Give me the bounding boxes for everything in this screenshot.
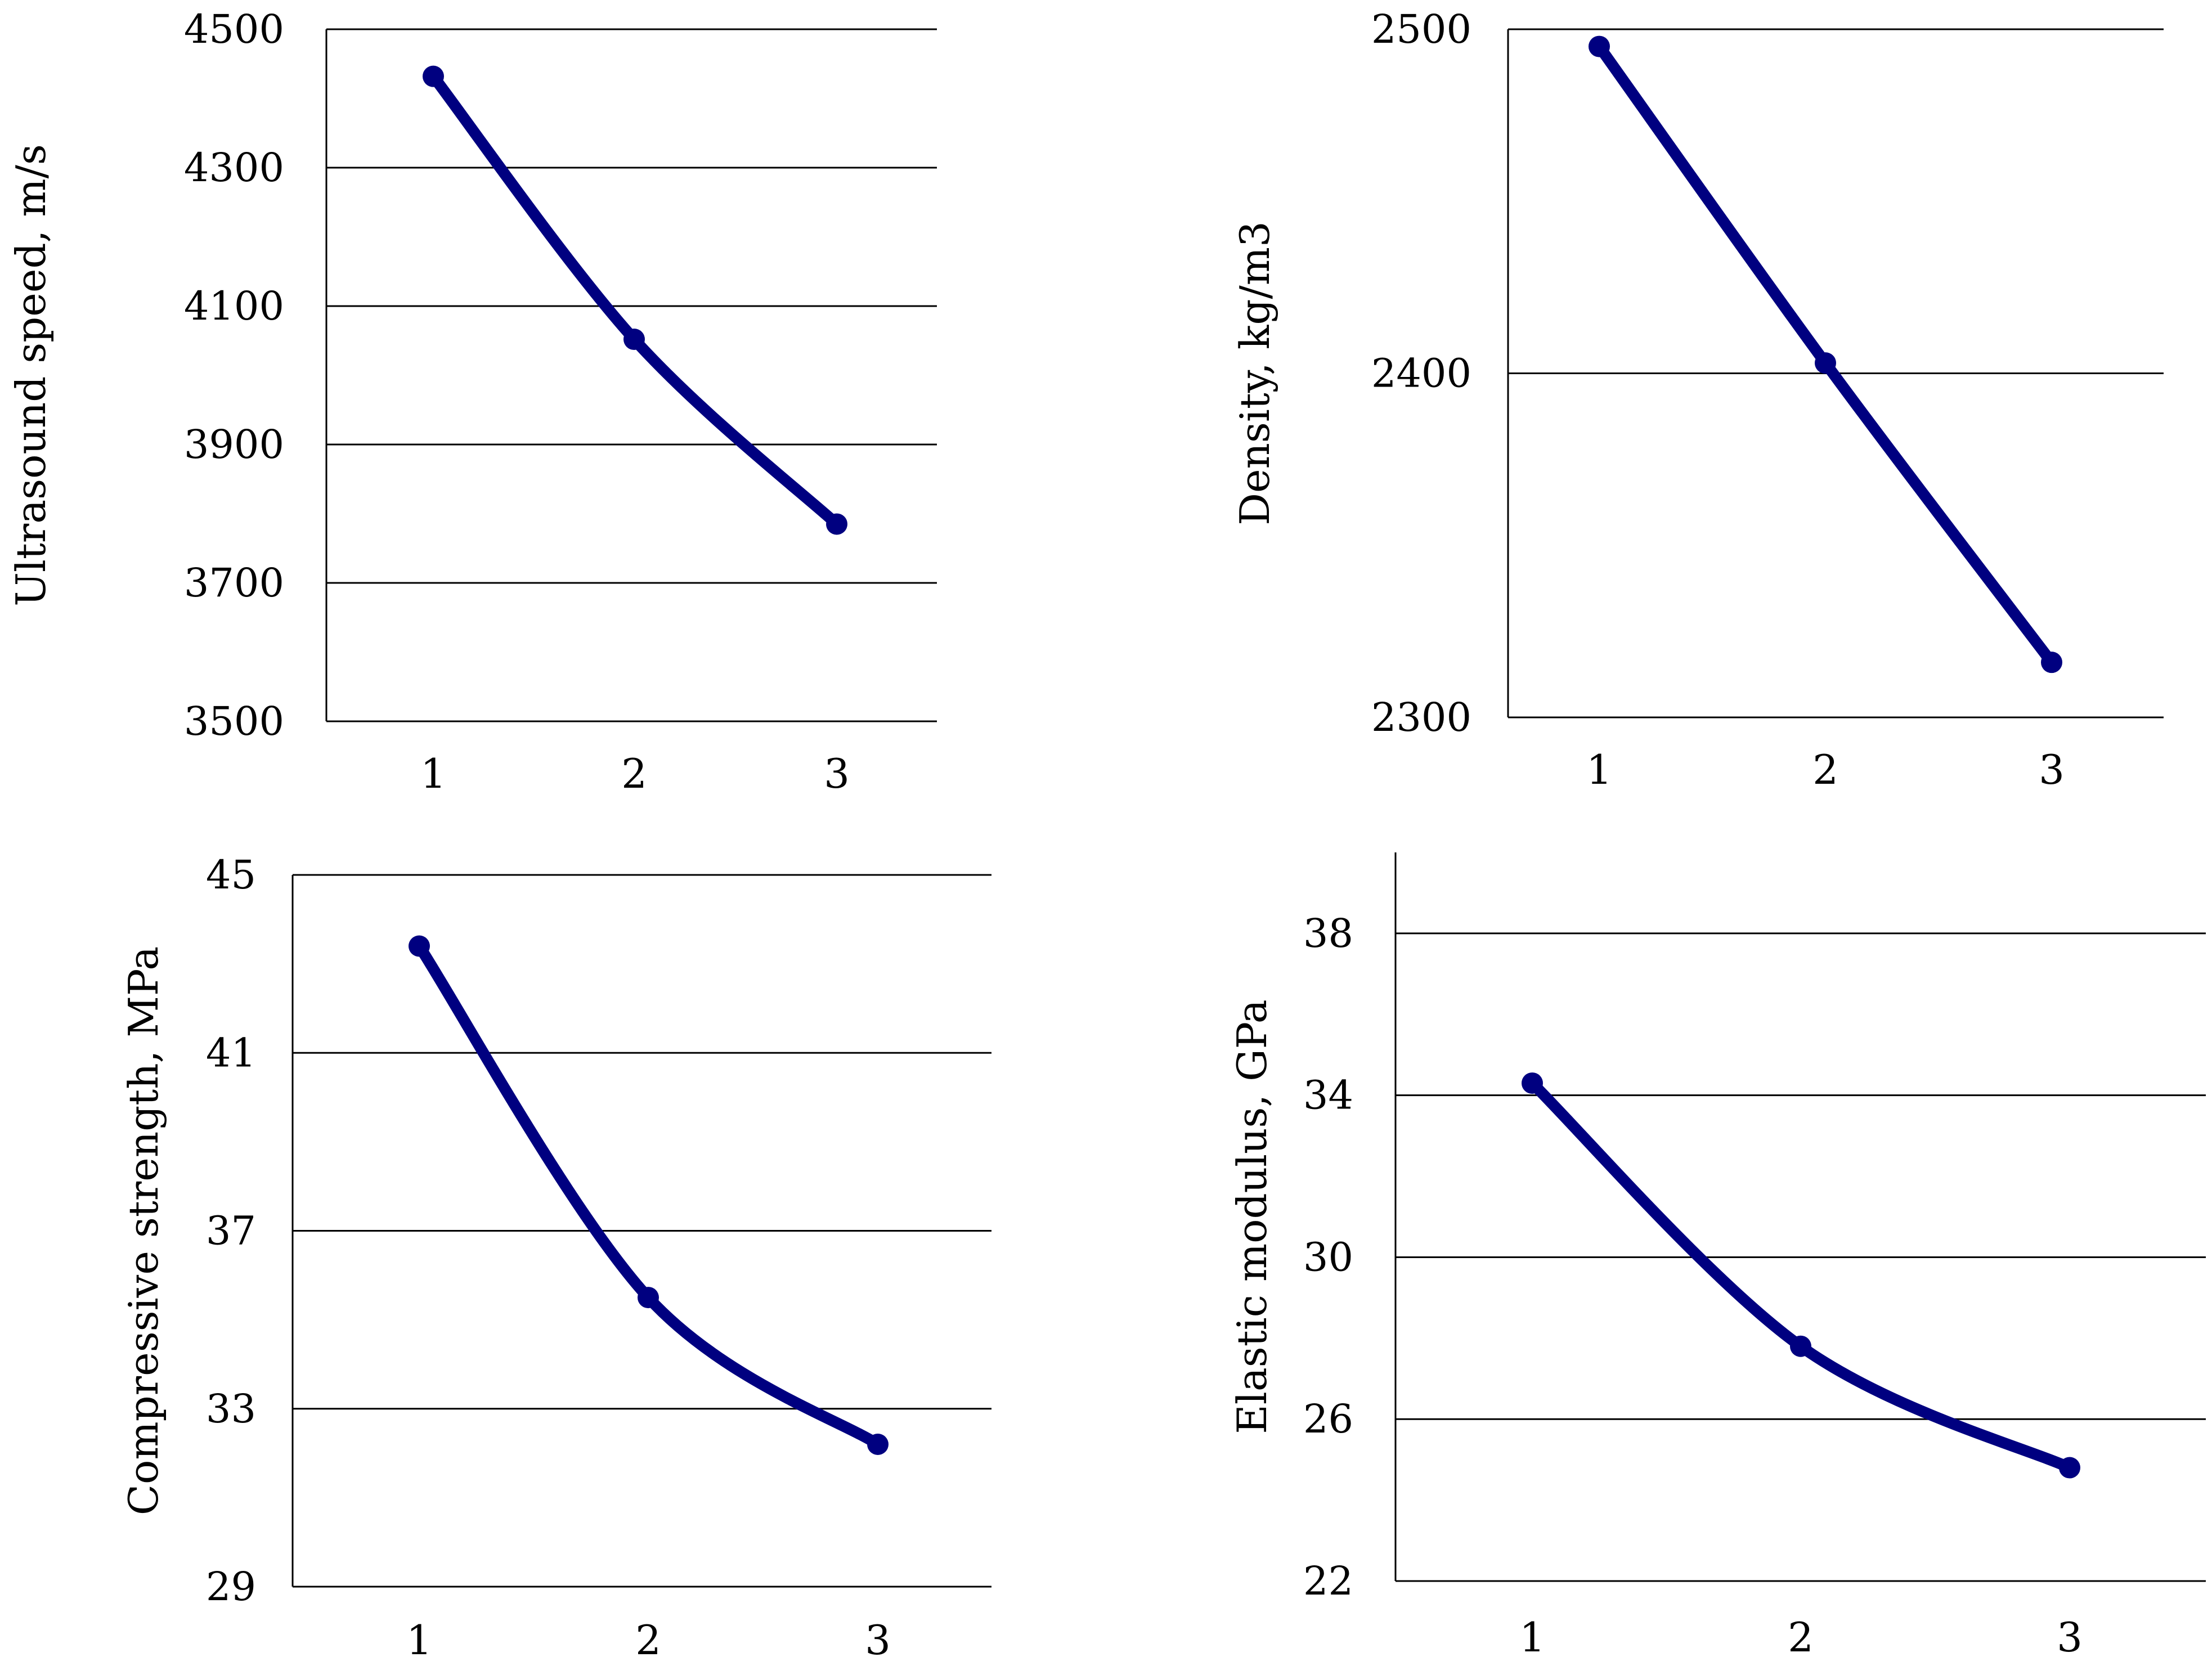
x-tick-label: 3 <box>2057 1614 2083 1661</box>
chart-density: 2300 2400 2500 1 2 3 Density, kg/m3 <box>1231 6 2164 793</box>
y-tick-label: 37 <box>206 1208 256 1254</box>
y-axis-label: Density, kg/m3 <box>1231 221 1278 526</box>
x-tick-label: 3 <box>824 750 850 797</box>
x-tick-label: 2 <box>621 750 647 797</box>
x-tick-label: 2 <box>635 1616 661 1664</box>
y-tick-label: 38 <box>1303 910 1353 956</box>
series-line <box>414 940 883 1450</box>
data-point <box>2041 652 2062 673</box>
y-tick-label: 33 <box>206 1386 256 1432</box>
series-line <box>1527 1077 2075 1474</box>
y-tick-label: 30 <box>1303 1234 1353 1280</box>
chart-compressive-strength: 29 33 37 41 45 1 2 3 Compressive strength, MPa <box>120 852 991 1664</box>
data-point <box>409 935 430 957</box>
y-axis-label: Compressive strength, MPa <box>120 946 167 1515</box>
y-axis-label: Elastic modulus, GPa <box>1228 999 1276 1434</box>
chart-elastic-modulus: 22 26 30 34 38 1 2 3 Elastic modulus, GPa <box>1228 852 2206 1661</box>
y-tick-label: 4100 <box>184 283 284 329</box>
x-tick-label: 1 <box>1519 1614 1545 1661</box>
x-tick-label: 2 <box>1788 1614 1814 1661</box>
data-point <box>2059 1457 2080 1479</box>
x-tick-label: 1 <box>1586 746 1612 793</box>
y-tick-label: 3500 <box>184 698 284 744</box>
data-point <box>1522 1072 1543 1094</box>
data-point <box>623 329 645 351</box>
y-tick-label: 2400 <box>1371 351 1471 397</box>
data-point <box>638 1287 659 1309</box>
y-tick-label: 45 <box>206 852 256 898</box>
data-point <box>826 513 847 535</box>
x-tick-label: 1 <box>420 750 446 797</box>
y-tick-label: 3900 <box>184 421 284 468</box>
data-point <box>1790 1335 1811 1357</box>
x-tick-label: 3 <box>865 1616 891 1664</box>
x-tick-label: 1 <box>406 1616 432 1664</box>
x-tick-label: 3 <box>2039 746 2065 793</box>
x-tick-label: 2 <box>1812 746 1838 793</box>
y-tick-label: 2300 <box>1371 694 1471 740</box>
data-point <box>1589 35 1610 57</box>
data-point <box>423 65 444 87</box>
y-tick-label: 41 <box>206 1030 256 1076</box>
y-tick-label: 3700 <box>184 560 284 606</box>
chart-ultrasound-speed: 3500 3700 3900 4100 4300 4500 1 2 3 Ultrasound sp… <box>7 6 937 797</box>
y-tick-label: 22 <box>1303 1558 1353 1604</box>
data-point <box>1815 352 1836 374</box>
y-tick-label: 34 <box>1303 1072 1353 1119</box>
y-tick-label: 2500 <box>1371 6 1471 52</box>
data-point <box>867 1434 889 1455</box>
y-tick-label: 4500 <box>184 6 284 52</box>
series-line <box>428 70 842 530</box>
y-axis-label: Ultrasound speed, m/s <box>7 144 55 607</box>
y-tick-label: 29 <box>206 1564 256 1610</box>
y-tick-label: 26 <box>1303 1396 1353 1442</box>
y-tick-label: 4300 <box>184 145 284 191</box>
